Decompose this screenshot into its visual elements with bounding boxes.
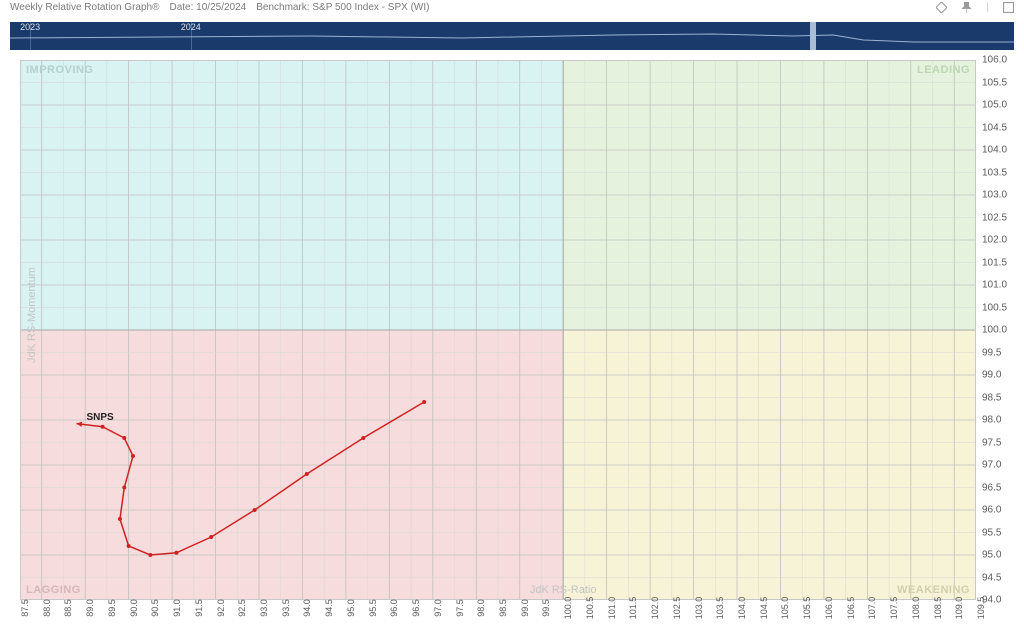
- y-tick-label: 104.5: [982, 122, 1016, 133]
- x-tick-label: 102.0: [650, 597, 660, 620]
- y-tick-label: 97.0: [982, 460, 1016, 471]
- y-tick-label: 98.0: [982, 415, 1016, 426]
- x-tick-label: 105.5: [802, 597, 812, 620]
- x-tick-label: 95.0: [346, 599, 356, 617]
- x-tick-label: 101.5: [628, 597, 638, 620]
- y-tick-label: 95.0: [982, 550, 1016, 561]
- x-tick-label: 102.5: [672, 597, 682, 620]
- x-tick-label: 105.0: [780, 597, 790, 620]
- y-tick-label: 100.0: [982, 325, 1016, 336]
- y-axis-label: JdK RS-Momentum: [26, 267, 38, 363]
- x-tick-label: 93.5: [281, 599, 291, 617]
- x-tick-label: 97.5: [455, 599, 465, 617]
- benchmark-value: S&P 500 Index - SPX (WI): [312, 2, 429, 13]
- x-tick-label: 96.5: [411, 599, 421, 617]
- x-tick-label: 104.0: [737, 597, 747, 620]
- x-tick-label: 108.5: [933, 597, 943, 620]
- timeline-year-label: 2024: [181, 22, 201, 32]
- x-tick-label: 91.5: [194, 599, 204, 617]
- x-tick-label: 94.0: [302, 599, 312, 617]
- x-tick-label: 92.0: [216, 599, 226, 617]
- y-tick-label: 105.0: [982, 100, 1016, 111]
- diamond-icon[interactable]: [936, 2, 947, 13]
- y-tick-label: 103.5: [982, 167, 1016, 178]
- rrg-plot: JdK RS-Momentum JdK RS-Ratio IMPROVING LA…: [20, 60, 976, 600]
- x-tick-label: 98.0: [476, 599, 486, 617]
- x-tick-label: 106.0: [824, 597, 834, 620]
- box-icon[interactable]: [1003, 2, 1014, 13]
- tail-label-SNPS[interactable]: SNPS: [86, 412, 113, 423]
- x-tick-label: 107.5: [889, 597, 899, 620]
- x-tick-label: 88.5: [63, 599, 73, 617]
- x-tick-label: 108.0: [911, 597, 921, 620]
- y-tick-label: 95.5: [982, 527, 1016, 538]
- x-tick-label: 94.5: [324, 599, 334, 617]
- timeline-handle[interactable]: [810, 22, 816, 50]
- x-tick-label: 95.5: [368, 599, 378, 617]
- toolbar-separator: |: [986, 2, 989, 13]
- y-tick-label: 105.5: [982, 77, 1016, 88]
- x-tick-label: 103.0: [694, 597, 704, 620]
- x-tick-label: 101.0: [607, 597, 617, 620]
- x-tick-label: 104.5: [759, 597, 769, 620]
- x-tick-label: 96.0: [389, 599, 399, 617]
- quadrant-label-lagging: LAGGING: [26, 584, 81, 596]
- timeline-year-label: 2023: [20, 22, 40, 32]
- y-tick-label: 104.0: [982, 145, 1016, 156]
- quadrant-label-improving: IMPROVING: [26, 64, 93, 76]
- x-tick-label: 88.0: [42, 599, 52, 617]
- y-tick-label: 102.5: [982, 212, 1016, 223]
- y-tick-label: 98.5: [982, 392, 1016, 403]
- pin-icon[interactable]: [961, 2, 972, 13]
- x-tick-label: 92.5: [237, 599, 247, 617]
- y-tick-label: 99.5: [982, 347, 1016, 358]
- x-tick-label: 89.0: [85, 599, 95, 617]
- quadrant-label-leading: LEADING: [917, 64, 970, 76]
- x-tick-label: 109.0: [954, 597, 964, 620]
- x-tick-label: 87.5: [20, 599, 30, 617]
- date-value: 10/25/2024: [196, 2, 246, 13]
- x-tick-label: 109.5: [976, 597, 986, 620]
- quadrant-label-weakening: WEAKENING: [897, 584, 970, 596]
- y-tick-label: 99.0: [982, 370, 1016, 381]
- y-tick-label: 96.5: [982, 482, 1016, 493]
- x-tick-label: 90.5: [150, 599, 160, 617]
- x-tick-label: 100.5: [585, 597, 595, 620]
- x-tick-label: 100.0: [563, 597, 573, 620]
- chart-header: Weekly Relative Rotation Graph® Date: 10…: [10, 2, 1014, 20]
- x-tick-label: 99.0: [520, 599, 530, 617]
- y-tick-label: 96.0: [982, 505, 1016, 516]
- y-tick-label: 106.0: [982, 55, 1016, 66]
- x-tick-label: 91.0: [172, 599, 182, 617]
- x-tick-label: 99.5: [541, 599, 551, 617]
- x-tick-label: 103.5: [715, 597, 725, 620]
- x-tick-label: 90.0: [129, 599, 139, 617]
- y-tick-label: 97.5: [982, 437, 1016, 448]
- benchmark-label: Benchmark:: [256, 2, 309, 13]
- x-tick-label: 107.0: [867, 597, 877, 620]
- y-tick-label: 94.0: [982, 595, 1016, 606]
- x-tick-label: 98.5: [498, 599, 508, 617]
- date-label: Date:: [169, 2, 193, 13]
- y-tick-label: 100.5: [982, 302, 1016, 313]
- x-tick-label: 97.0: [433, 599, 443, 617]
- x-axis-label: JdK RS-Ratio: [530, 584, 597, 596]
- x-tick-label: 106.5: [846, 597, 856, 620]
- y-tick-label: 94.5: [982, 572, 1016, 583]
- x-tick-label: 89.5: [107, 599, 117, 617]
- y-tick-label: 101.5: [982, 257, 1016, 268]
- y-tick-label: 101.0: [982, 280, 1016, 291]
- timeline-scrubber[interactable]: 2023 2024: [10, 22, 1014, 50]
- y-tick-label: 102.0: [982, 235, 1016, 246]
- y-tick-label: 103.0: [982, 190, 1016, 201]
- x-tick-label: 93.0: [259, 599, 269, 617]
- chart-title: Weekly Relative Rotation Graph®: [10, 2, 159, 13]
